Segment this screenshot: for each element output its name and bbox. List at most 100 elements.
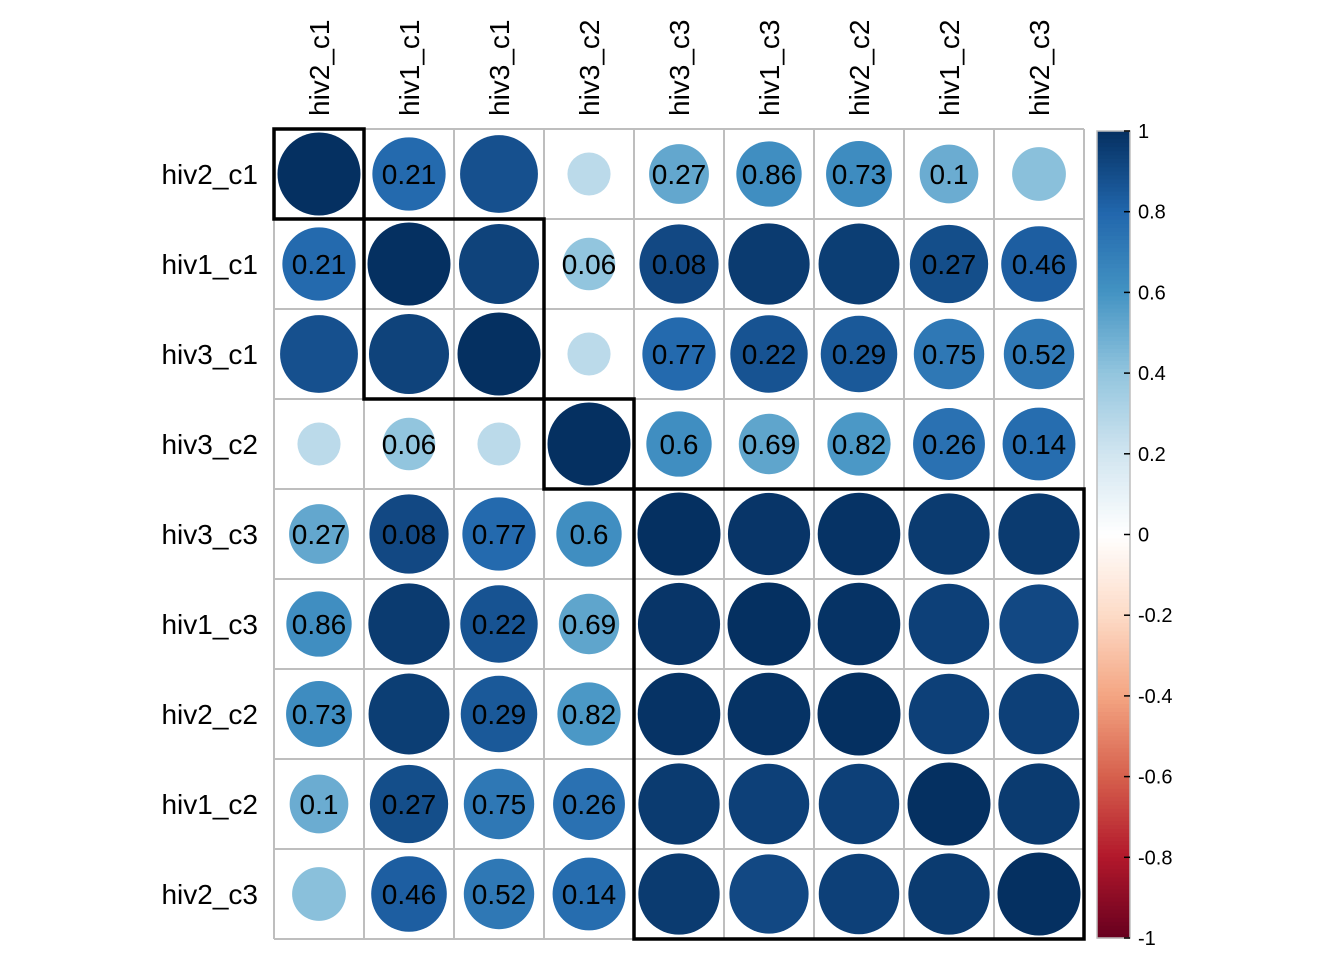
correlation-circle <box>999 584 1079 664</box>
correlation-circle <box>820 315 898 393</box>
p-value-label: 0.14 <box>562 879 617 910</box>
row-label: hiv2_c1 <box>161 159 258 190</box>
colorbar-segment <box>1097 728 1130 733</box>
correlation-circle <box>558 593 620 655</box>
correlation-circle <box>567 332 611 376</box>
colorbar-segment <box>1097 845 1130 850</box>
correlation-circle <box>1002 407 1076 481</box>
colorbar-segment <box>1097 873 1130 879</box>
colorbar-segment <box>1097 804 1130 810</box>
colorbar-segment <box>1097 881 1130 887</box>
colorbar-segment <box>1097 478 1130 483</box>
correlation-circle <box>998 763 1080 845</box>
colorbar-segment <box>1097 925 1130 931</box>
colorbar-segment <box>1097 538 1130 544</box>
row-label: hiv1_c2 <box>161 789 258 820</box>
correlation-circle <box>282 227 356 301</box>
colorbar-segment <box>1097 647 1130 653</box>
colorbar-segment <box>1097 712 1130 717</box>
p-value-label: 0.26 <box>922 429 977 460</box>
colorbar-segment <box>1097 252 1130 257</box>
correlation-circle <box>460 585 538 663</box>
p-value-label: 0.6 <box>570 519 609 550</box>
colorbar-segment <box>1097 429 1130 435</box>
colorbar-tick-label: 0.2 <box>1138 444 1166 466</box>
colorbar-segment <box>1097 869 1130 875</box>
column-label: hiv3_c3 <box>664 19 695 116</box>
row-label: hiv1_c3 <box>161 609 258 640</box>
p-value-labels: 0.21 0.27 0.86 0.73 0.1 0.21 0.06 0.08 0.27 0.46 0… <box>292 159 1067 910</box>
correlation-circle <box>998 673 1080 755</box>
correlation-circle <box>913 408 985 480</box>
colorbar-segment <box>1097 788 1130 794</box>
p-value-label: 0.21 <box>292 249 347 280</box>
colorbar-segment <box>1097 695 1130 701</box>
colorbar-segment <box>1097 490 1130 495</box>
colorbar-segment <box>1097 542 1130 548</box>
correlation-circle <box>729 854 809 934</box>
correlation-circle <box>908 853 990 935</box>
colorbar-segment <box>1097 627 1130 632</box>
colorbar-segment <box>1097 207 1130 213</box>
colorbar-segment <box>1097 179 1130 185</box>
p-value-label: 0.29 <box>472 699 527 730</box>
colorbar-segment <box>1097 389 1130 394</box>
colorbar-segment <box>1097 284 1130 289</box>
colorbar-segment <box>1097 377 1130 382</box>
p-value-label: 0.69 <box>742 429 797 460</box>
colorbar-segment <box>1097 163 1130 168</box>
colorbar-segment <box>1097 611 1130 616</box>
p-value-label: 0.27 <box>652 159 707 190</box>
colorbar-segment <box>1097 776 1130 782</box>
p-value-label: 0.52 <box>472 879 527 910</box>
colorbar-segment <box>1097 453 1130 459</box>
colorbar-segment <box>1097 135 1130 140</box>
colorbar-segment <box>1097 502 1130 507</box>
correlation-circle <box>1001 226 1077 302</box>
colorbar-segment <box>1097 211 1130 217</box>
colorbar-segment <box>1097 921 1130 927</box>
row-label: hiv3_c2 <box>161 429 258 460</box>
colorbar-segment <box>1097 514 1130 519</box>
colorbar-segment <box>1097 195 1130 201</box>
colorbar-segment <box>1097 578 1130 584</box>
correlation-circle <box>738 413 800 475</box>
p-value-label: 0.73 <box>832 159 887 190</box>
colorbar-segment <box>1097 833 1130 838</box>
colorbar-segment <box>1097 336 1130 342</box>
p-value-label: 0.06 <box>382 429 437 460</box>
correlation-circle <box>547 402 631 486</box>
colorbar-segment <box>1097 619 1130 624</box>
colorbar-segment <box>1097 248 1130 253</box>
correlation-circle <box>368 673 450 755</box>
p-value-label: 0.29 <box>832 339 887 370</box>
colorbar-segment <box>1097 441 1130 447</box>
colorbar-segment <box>1097 599 1130 604</box>
colorbar-segment <box>1097 857 1130 862</box>
colorbar-segment <box>1097 687 1130 693</box>
colorbar-tick-label: 0.8 <box>1138 202 1166 224</box>
colorbar-segment <box>1097 554 1130 560</box>
correlation-circle <box>638 853 720 935</box>
colorbar-segment <box>1097 231 1130 237</box>
column-labels: hiv2_c1 hiv1_c1 hiv3_c1 hiv3_c2 hiv3_c3 hiv1_… <box>304 19 1055 116</box>
colorbar-segment <box>1097 288 1130 293</box>
colorbar-segment <box>1097 526 1130 532</box>
correlation-circle <box>727 672 811 756</box>
colorbar-segment <box>1097 703 1130 709</box>
colorbar-tick-label: -0.8 <box>1138 847 1172 869</box>
colorbar-tick-label: 0.6 <box>1138 282 1166 304</box>
row-label: hiv3_c1 <box>161 339 258 370</box>
p-value-label: 0.22 <box>742 339 797 370</box>
column-label: hiv3_c1 <box>484 19 515 116</box>
colorbar-segment <box>1097 243 1130 249</box>
correlation-circle <box>553 768 625 840</box>
colorbar-segment <box>1097 913 1130 919</box>
p-value-label: 0.73 <box>292 699 347 730</box>
colorbar-segment <box>1097 816 1130 822</box>
colorbar-segment <box>1097 381 1130 386</box>
column-label: hiv2_c3 <box>1024 19 1055 116</box>
colorbar-segment <box>1097 510 1130 515</box>
colorbar-segment <box>1097 897 1130 903</box>
correlation-circle <box>730 315 808 393</box>
